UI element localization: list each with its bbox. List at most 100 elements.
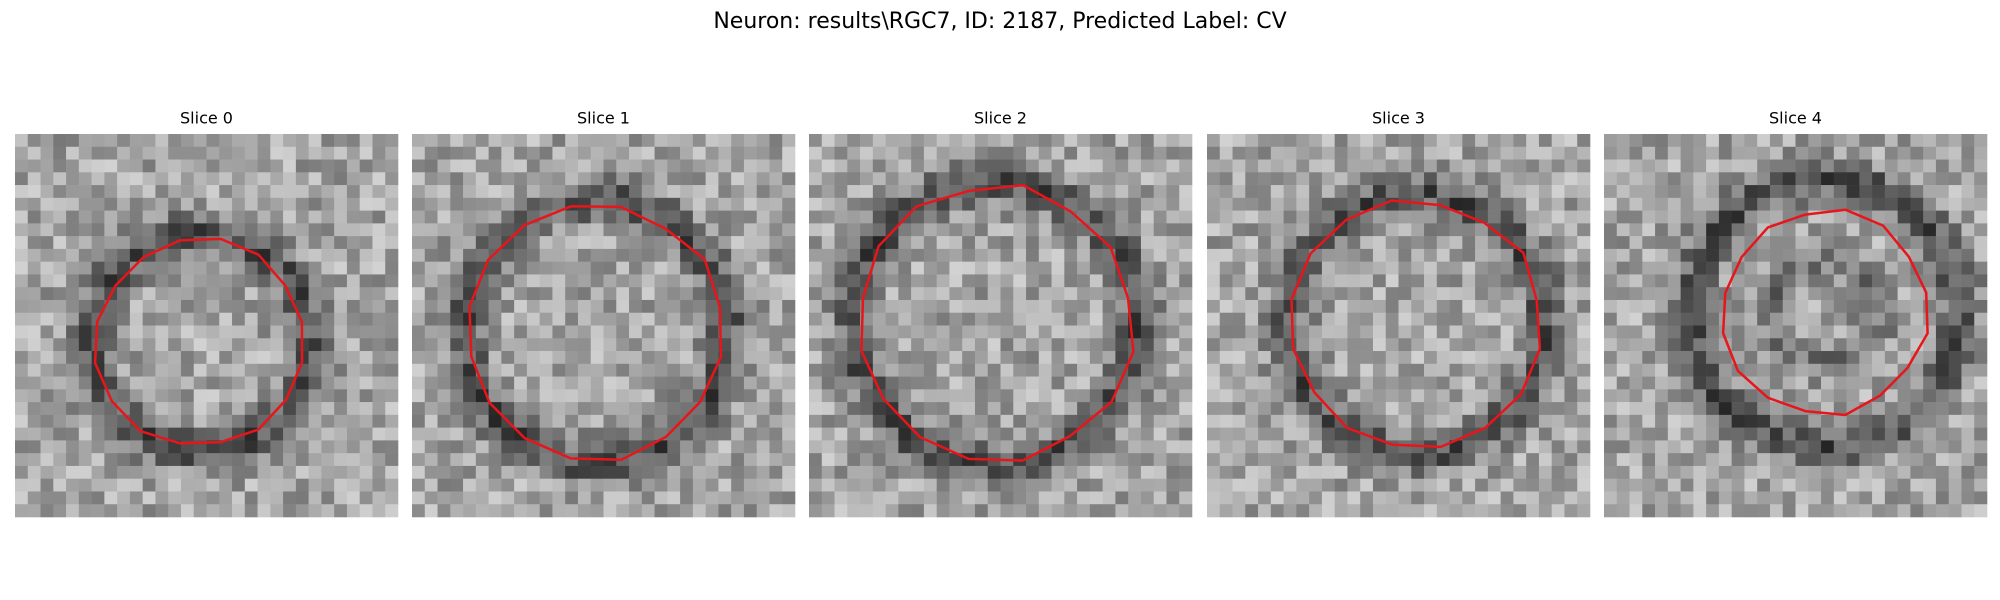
pixel [1398, 172, 1412, 186]
pixel [603, 325, 617, 339]
pixel [1961, 402, 1975, 416]
pixel [1757, 325, 1771, 339]
pixel [1538, 299, 1552, 314]
pixel [1064, 376, 1078, 390]
pixel [872, 363, 886, 377]
pixel [1846, 134, 1860, 148]
pixel [923, 427, 937, 441]
pixel [1140, 504, 1154, 518]
pixel [1974, 465, 1988, 479]
pixel [743, 478, 757, 492]
pixel [78, 236, 92, 250]
pixel [1846, 146, 1860, 160]
pixel [91, 185, 105, 199]
pixel [552, 440, 566, 454]
pixel [756, 414, 770, 428]
pixel [1128, 478, 1142, 492]
pixel [1846, 185, 1860, 199]
pixel [1207, 287, 1221, 301]
pixel [1948, 491, 1962, 505]
pixel [1513, 453, 1527, 467]
pixel [1833, 312, 1847, 326]
pixel [1270, 274, 1284, 288]
pixel [232, 453, 246, 467]
pixel [1974, 338, 1988, 352]
pixel [1935, 440, 1949, 454]
pixel [385, 491, 399, 505]
pixel [756, 351, 770, 365]
pixel [1642, 172, 1656, 186]
pixel [385, 210, 399, 224]
pixel [168, 312, 182, 326]
pixel [1948, 236, 1962, 250]
pixel [718, 210, 732, 224]
pixel [1475, 465, 1489, 479]
pixel [1102, 223, 1116, 237]
pixel [526, 248, 540, 262]
pixel [308, 351, 322, 365]
pixel [308, 465, 322, 479]
pixel [1667, 287, 1681, 301]
pixel [66, 312, 80, 326]
pixel [1935, 236, 1949, 250]
pixel [809, 363, 823, 377]
pixel [1935, 274, 1949, 288]
pixel [488, 223, 502, 237]
pixel [1398, 402, 1412, 416]
pixel [1833, 427, 1847, 441]
pixel [295, 376, 309, 390]
pixel [1219, 197, 1233, 211]
pixel [1296, 402, 1310, 416]
pixel [667, 402, 681, 416]
pixel [1077, 248, 1091, 262]
pixel [834, 236, 848, 250]
pixel [1884, 134, 1898, 148]
pixel [129, 402, 143, 416]
pixel [1693, 299, 1707, 314]
pixel [898, 312, 912, 326]
pixel [743, 504, 757, 518]
pixel [1846, 236, 1860, 250]
pixel [1872, 478, 1886, 492]
pixel [117, 261, 131, 275]
pixel [15, 504, 29, 518]
pixel [1884, 351, 1898, 365]
pixel [1140, 351, 1154, 365]
pixel [962, 376, 976, 390]
pixel [1089, 440, 1103, 454]
pixel [834, 478, 848, 492]
pixel [1411, 185, 1425, 199]
pixel [1179, 491, 1193, 505]
pixel [1693, 325, 1707, 339]
pixel [1077, 287, 1091, 301]
pixel [782, 440, 796, 454]
pixel [1166, 146, 1180, 160]
pixel [1526, 134, 1540, 148]
pixel [463, 210, 477, 224]
pixel [603, 172, 617, 186]
pixel [885, 478, 899, 492]
pixel [1782, 185, 1796, 199]
pixel [1795, 440, 1809, 454]
pixel [1872, 312, 1886, 326]
pixel [142, 325, 156, 339]
pixel [1961, 223, 1975, 237]
pixel [911, 363, 925, 377]
pixel [437, 325, 451, 339]
pixel [1153, 491, 1167, 505]
pixel [667, 325, 681, 339]
pixel [283, 261, 297, 275]
pixel [1538, 287, 1552, 301]
pixel [1667, 248, 1681, 262]
pixel [1680, 453, 1694, 467]
pixel [1604, 248, 1618, 262]
pixel [629, 389, 643, 403]
pixel [1538, 504, 1552, 518]
pixel [1334, 185, 1348, 199]
pixel [1385, 465, 1399, 479]
pixel [1334, 312, 1348, 326]
pixel [1462, 325, 1476, 339]
pixel [1245, 440, 1259, 454]
pixel [1128, 159, 1142, 173]
pixel [1757, 465, 1771, 479]
